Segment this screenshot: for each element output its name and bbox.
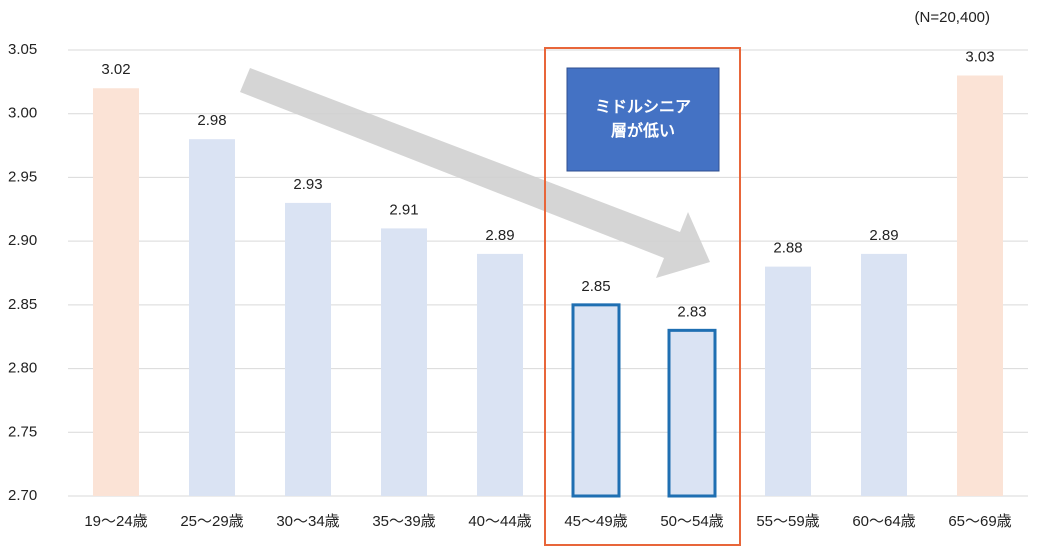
- x-tick-label: 30～34歳: [276, 513, 339, 530]
- data-label: 2.88: [773, 240, 802, 257]
- bar: [477, 253, 523, 496]
- annotation-text: 層が低い: [611, 121, 675, 140]
- y-tick-label: 2.85: [8, 296, 37, 313]
- x-tick-label: 19～24歳: [84, 513, 147, 530]
- bar: [285, 202, 331, 496]
- data-label: 2.85: [581, 278, 610, 295]
- bar: [765, 266, 811, 496]
- x-tick-label: 35～39歳: [372, 513, 435, 530]
- y-tick-label: 2.95: [8, 168, 37, 185]
- x-tick-label: 65～69歳: [948, 513, 1011, 530]
- bar: [861, 253, 907, 496]
- bar: [957, 75, 1003, 496]
- data-label: 2.89: [869, 227, 898, 244]
- bar: [189, 139, 235, 496]
- data-label: 2.98: [197, 112, 226, 129]
- x-tick-label: 60～64歳: [852, 513, 915, 530]
- data-label: 3.03: [965, 48, 994, 65]
- bar: [667, 328, 717, 498]
- x-tick-label: 40～44歳: [468, 513, 531, 530]
- data-label: 2.91: [389, 201, 418, 218]
- highlight-box: [544, 47, 741, 546]
- y-tick-label: 2.70: [8, 487, 37, 504]
- data-label: 2.93: [293, 176, 322, 193]
- x-tick-label: 50～54歳: [660, 513, 723, 530]
- data-label: 2.83: [677, 303, 706, 320]
- x-tick-label: 55～59歳: [756, 513, 819, 530]
- y-tick-label: 3.00: [8, 105, 37, 122]
- y-tick-label: 2.90: [8, 232, 37, 249]
- y-tick-label: 2.80: [8, 360, 37, 377]
- y-tick-label: 2.75: [8, 423, 37, 440]
- bar: [93, 88, 139, 496]
- x-tick-label: 45～49歳: [564, 513, 627, 530]
- sample-note: (N=20,400): [915, 9, 990, 26]
- data-label: 2.89: [485, 227, 514, 244]
- trend-arrow: [240, 68, 710, 278]
- bar: [381, 228, 427, 496]
- annotation-box: [566, 67, 720, 172]
- data-label: 3.02: [101, 61, 130, 78]
- x-tick-label: 25～29歳: [180, 513, 243, 530]
- bar: [571, 303, 621, 498]
- annotation-text: ミドルシニア: [595, 99, 691, 116]
- y-tick-label: 3.05: [8, 41, 37, 58]
